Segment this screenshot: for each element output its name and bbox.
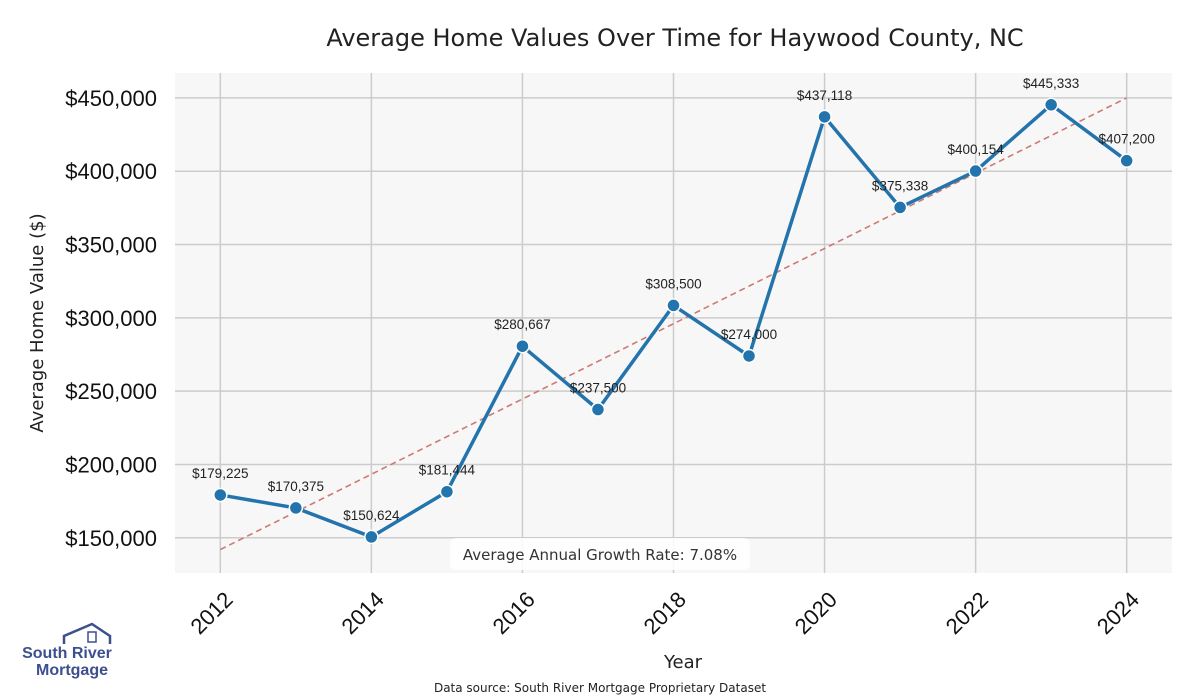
data-point	[666, 298, 681, 313]
growth-rate-label: Average Annual Growth Rate: 7.08%	[463, 546, 737, 564]
data-label: $375,338	[872, 178, 928, 193]
data-source-note: Data source: South River Mortgage Propri…	[434, 681, 766, 695]
data-label: $280,667	[494, 317, 550, 332]
house-door-icon	[87, 631, 97, 643]
data-label: $274,000	[721, 327, 777, 342]
logo-line-1: South River	[22, 645, 112, 662]
data-label: $308,500	[645, 276, 701, 291]
data-label: $150,624	[343, 508, 400, 523]
y-tick-label: $400,000	[65, 159, 157, 184]
company-logo: South River Mortgage	[22, 622, 112, 679]
x-tick-label: 2022	[941, 587, 993, 639]
data-point	[288, 500, 304, 516]
x-axis-label: Year	[663, 652, 703, 673]
x-tick-label: 2016	[488, 587, 540, 639]
y-tick-label: $150,000	[65, 526, 157, 551]
y-axis-label: Average Home Value ($)	[27, 213, 48, 432]
data-point	[213, 487, 228, 503]
y-tick-label: $200,000	[65, 452, 157, 477]
data-label: $179,225	[192, 466, 248, 481]
data-point	[590, 402, 606, 417]
data-point	[1119, 153, 1134, 168]
data-label: $170,375	[268, 479, 324, 494]
y-tick-label: $350,000	[65, 233, 157, 258]
y-tick-label: $450,000	[65, 86, 157, 111]
y-tick-label: $250,000	[65, 379, 157, 404]
data-point	[892, 200, 908, 215]
x-tick-label: 2020	[790, 587, 842, 639]
data-point	[364, 529, 379, 545]
x-tick-label: 2018	[639, 587, 691, 639]
growth-rate-box	[450, 538, 750, 570]
data-label: $181,444	[419, 463, 476, 478]
data-point	[515, 338, 530, 354]
data-point	[439, 484, 455, 499]
chart-title: Average Home Values Over Time for Haywoo…	[326, 24, 1023, 52]
data-point	[1043, 97, 1059, 113]
data-label: $237,500	[570, 381, 626, 396]
y-tick-label: $300,000	[65, 306, 157, 331]
data-point	[741, 348, 757, 364]
data-label: $407,200	[1099, 132, 1155, 147]
data-label: $445,333	[1023, 76, 1079, 91]
logo-line-2: Mortgage	[36, 662, 108, 679]
house-roof-icon	[62, 622, 112, 644]
data-label: $400,154	[947, 142, 1004, 157]
data-point	[968, 163, 983, 179]
x-tick-label: 2012	[185, 587, 237, 639]
x-tick-label: 2024	[1092, 587, 1144, 639]
data-point	[817, 109, 832, 125]
x-tick-label: 2014	[337, 587, 389, 639]
data-label: $437,118	[797, 88, 852, 103]
growth-rate-annotation: Average Annual Growth Rate: 7.08%	[450, 538, 750, 570]
